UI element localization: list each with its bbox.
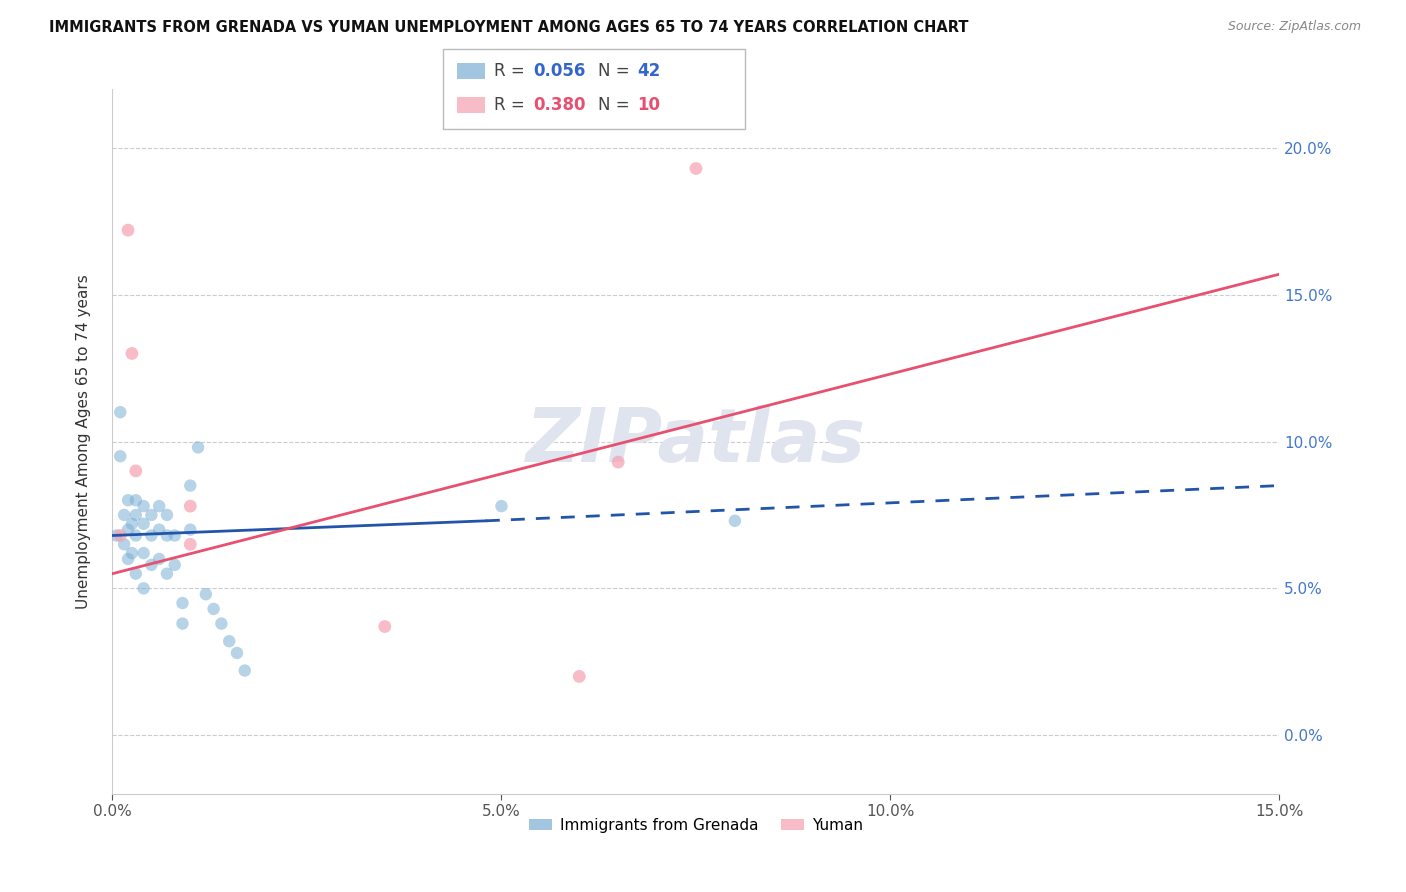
Point <box>148 499 170 513</box>
Point <box>110 405 132 419</box>
Point <box>172 596 194 610</box>
Point <box>112 508 135 522</box>
Point <box>187 441 209 455</box>
Point <box>132 546 155 560</box>
Point <box>117 523 139 537</box>
Point <box>163 558 186 572</box>
Point <box>132 516 155 531</box>
Point <box>148 523 170 537</box>
Point <box>218 634 240 648</box>
Point <box>179 537 201 551</box>
Point <box>105 528 128 542</box>
Text: 42: 42 <box>637 62 661 80</box>
Point <box>117 493 139 508</box>
Point <box>179 523 201 537</box>
Text: R =: R = <box>494 96 530 114</box>
Point <box>179 478 201 492</box>
Point <box>491 499 513 513</box>
Legend: Immigrants from Grenada, Yuman: Immigrants from Grenada, Yuman <box>523 812 869 839</box>
Point <box>141 508 163 522</box>
Point <box>607 455 630 469</box>
Point <box>132 499 155 513</box>
Text: 10: 10 <box>637 96 659 114</box>
Point <box>179 499 201 513</box>
Point <box>121 516 143 531</box>
Text: N =: N = <box>598 96 634 114</box>
Point <box>125 528 148 542</box>
Point <box>156 566 179 581</box>
Point <box>112 537 135 551</box>
Point <box>125 508 148 522</box>
Point <box>121 346 143 360</box>
Point <box>121 546 143 560</box>
Point <box>110 449 132 463</box>
Point <box>141 558 163 572</box>
Point <box>117 223 139 237</box>
Point <box>163 528 186 542</box>
Text: N =: N = <box>598 62 634 80</box>
Point <box>202 602 225 616</box>
Point <box>374 619 396 633</box>
Text: 0.380: 0.380 <box>533 96 585 114</box>
Point <box>685 161 707 176</box>
Text: Source: ZipAtlas.com: Source: ZipAtlas.com <box>1227 20 1361 33</box>
Point <box>724 514 747 528</box>
Point <box>125 493 148 508</box>
Point <box>568 669 591 683</box>
Point <box>172 616 194 631</box>
Point <box>209 616 232 631</box>
Point <box>156 528 179 542</box>
Point <box>194 587 217 601</box>
Y-axis label: Unemployment Among Ages 65 to 74 years: Unemployment Among Ages 65 to 74 years <box>76 274 91 609</box>
Point <box>125 566 148 581</box>
Text: 0.056: 0.056 <box>533 62 585 80</box>
Point <box>132 582 155 596</box>
Point <box>148 552 170 566</box>
Point <box>233 664 256 678</box>
Point <box>110 528 132 542</box>
Text: IMMIGRANTS FROM GRENADA VS YUMAN UNEMPLOYMENT AMONG AGES 65 TO 74 YEARS CORRELAT: IMMIGRANTS FROM GRENADA VS YUMAN UNEMPLO… <box>49 20 969 35</box>
Point <box>117 552 139 566</box>
Point <box>141 528 163 542</box>
Point <box>226 646 249 660</box>
Text: ZIPatlas: ZIPatlas <box>526 405 866 478</box>
Point <box>125 464 148 478</box>
Point <box>156 508 179 522</box>
Text: R =: R = <box>494 62 530 80</box>
